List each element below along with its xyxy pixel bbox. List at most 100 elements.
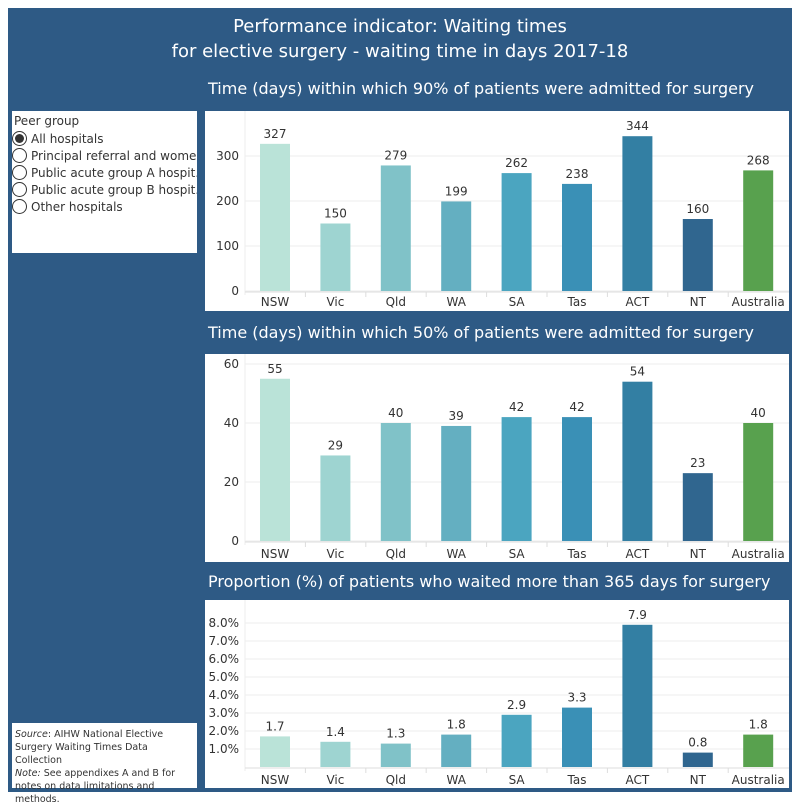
category-label: SA [509,295,526,309]
radio-button-icon[interactable] [12,148,27,163]
data-label: 40 [388,406,403,420]
radio-option[interactable]: Public acute group A hospit.. [12,164,197,181]
y-tick-label: 1.0% [209,742,240,756]
filter-label: Peer group [14,114,80,128]
dashboard-title: Performance indicator: Waiting times for… [8,14,792,64]
bar-nt [682,752,713,767]
data-label: 268 [747,153,770,167]
category-label: Tas [567,773,587,787]
chart-over-365: 1.0% 2.0% 3.0% 4.0% 5.0% 6.0% 7.0% 8.0% 1.7 NSW 1.… [205,600,789,788]
radio-button-icon[interactable] [12,131,27,146]
bar-wa [441,734,472,767]
y-tick-label: 0 [231,534,239,548]
data-label: 327 [264,127,287,141]
radio-label: Principal referral and wome.. [31,148,197,163]
category-label: WA [446,295,466,309]
y-tick-label: 6.0% [209,652,240,666]
category-label: SA [509,773,526,787]
y-tick-label: 7.0% [209,634,240,648]
y-tick-label: 60 [224,357,239,371]
bar-tas [562,183,592,291]
category-label: NT [690,547,707,561]
bar-australia [743,170,774,291]
category-label: ACT [626,295,650,309]
chart-50pct: 0 20 40 60 55 NSW 29 Vic 40 Qld 39 WA 42 SA 42 Tas 54 ACT… [205,354,789,562]
radio-button-icon[interactable] [12,165,27,180]
data-label: 238 [566,167,589,181]
data-label: 39 [449,409,464,423]
data-label: 1.4 [326,725,345,739]
category-label: Qld [386,295,406,309]
radio-label: Public acute group A hospit.. [31,165,197,180]
category-label: NSW [261,295,290,309]
bar-wa [441,201,472,291]
category-label: Australia [732,773,785,787]
category-label: Australia [732,547,785,561]
data-label: 199 [445,184,468,198]
data-label: 2.9 [507,698,526,712]
radio-option[interactable]: Public acute group B hospit.. [12,181,197,198]
category-label: WA [446,547,466,561]
note-label: Note: [15,768,41,779]
radio-option[interactable]: All hospitals [12,130,197,147]
bar-nsw [260,736,290,767]
data-label: 1.8 [749,718,768,732]
y-tick-label: 300 [216,149,239,163]
bar-tas [562,417,592,541]
category-label: Australia [732,295,785,309]
category-label: Qld [386,547,406,561]
bar-nt [682,219,713,291]
category-label: NT [690,773,707,787]
source-note: Source: AIHW National Elective Surgery W… [12,723,197,805]
y-tick-label: 200 [216,194,239,208]
y-tick-label: 2.0% [209,724,240,738]
bar-act [622,381,653,541]
chart-2-title: Time (days) within which 50% of patients… [208,323,755,342]
y-tick-label: 8.0% [209,616,240,630]
radio-label: Public acute group B hospit.. [31,182,197,197]
bar-qld [380,743,411,767]
bar-vic [320,455,351,541]
category-label: SA [509,547,526,561]
data-label: 1.8 [447,718,466,732]
category-label: NSW [261,547,290,561]
y-tick-label: 20 [224,475,239,489]
data-label: 42 [509,400,524,414]
bar-nt [682,473,713,541]
radio-option[interactable]: Principal referral and wome.. [12,147,197,164]
data-label: 1.7 [265,719,284,733]
category-label: ACT [626,547,650,561]
bar-australia [743,423,774,541]
bar-act [622,136,653,291]
data-label: 160 [686,202,709,216]
bar-nsw [260,143,290,291]
category-label: Tas [567,547,587,561]
radio-option[interactable]: Other hospitals [12,198,197,215]
data-label: 150 [324,207,347,221]
radio-label: Other hospitals [31,199,123,214]
bar-qld [380,165,411,291]
data-label: 29 [328,438,343,452]
category-label: ACT [626,773,650,787]
radio-button-icon[interactable] [12,182,27,197]
source-text: : AIHW National Elective Surgery Waiting… [15,729,164,766]
bar-vic [320,741,351,767]
data-label: 344 [626,119,649,133]
bar-act [622,624,653,767]
y-tick-label: 3.0% [209,706,240,720]
bar-vic [320,223,351,291]
bar-australia [743,734,774,767]
chart-1-title: Time (days) within which 90% of patients… [208,79,755,98]
data-label: 3.3 [567,691,586,705]
source-label: Source [15,729,48,740]
y-tick-label: 5.0% [209,670,240,684]
radio-button-icon[interactable] [12,199,27,214]
category-label: Vic [326,773,344,787]
bar-sa [501,714,532,767]
category-label: Vic [326,547,344,561]
y-tick-label: 0 [231,284,239,298]
bar-nsw [260,378,290,541]
category-label: Qld [386,773,406,787]
title-line-2: for elective surgery - waiting time in d… [171,41,629,62]
data-label: 0.8 [688,736,707,750]
